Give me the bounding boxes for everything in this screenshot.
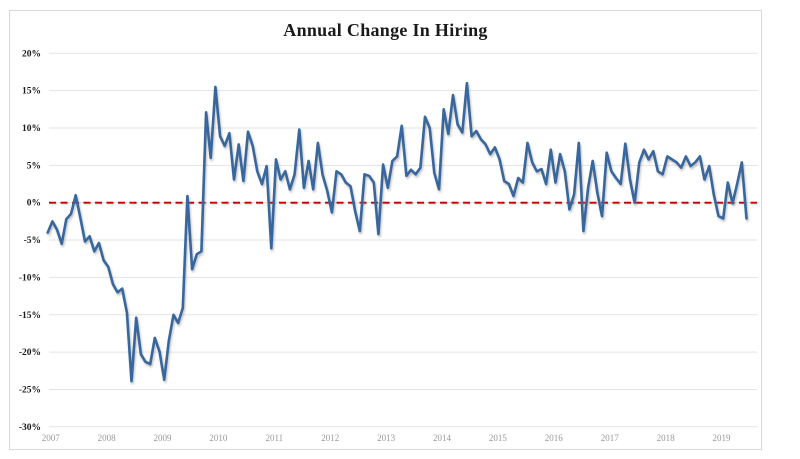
x-axis-label: 2013	[377, 433, 396, 443]
y-axis-label: 10%	[22, 124, 41, 134]
x-axis-label: 2017	[601, 433, 620, 443]
y-axis-label: 5%	[27, 161, 41, 171]
x-axis-label: 2014	[433, 433, 452, 443]
y-axis-label: -20%	[19, 348, 41, 358]
y-axis-label: 20%	[22, 49, 41, 59]
y-axis-label: 0%	[27, 199, 41, 209]
x-axis-label: 2010	[209, 433, 228, 443]
chart-frame: Annual Change In Hiring 20% 15% 10% 5% 0% -5%…	[9, 10, 762, 450]
x-axis-label: 2016	[545, 433, 564, 443]
x-axis-label: 2019	[713, 433, 732, 443]
x-axis-label: 2018	[657, 433, 676, 443]
y-axis-label: -25%	[19, 385, 41, 395]
x-axis-label: 2009	[154, 433, 173, 443]
y-axis-label: -10%	[19, 273, 41, 283]
hiring-series-line	[46, 81, 748, 383]
y-axis-label: -15%	[19, 311, 41, 321]
x-axis-label: 2011	[265, 433, 283, 443]
x-axis-label: 2007	[42, 433, 61, 443]
y-axis-label: -30%	[19, 423, 41, 433]
x-axis-label: 2008	[98, 433, 117, 443]
y-axis-label: 15%	[22, 87, 41, 97]
annual-change-in-hiring-line-chart: 20% 15% 10% 5% 0% -5% -10% -15% -20% -25% -30%2007…	[19, 49, 757, 443]
y-axis-label: -5%	[24, 236, 41, 246]
x-axis-label: 2015	[489, 433, 508, 443]
chart-title: Annual Change In Hiring	[283, 20, 488, 40]
x-axis-label: 2012	[321, 433, 339, 443]
